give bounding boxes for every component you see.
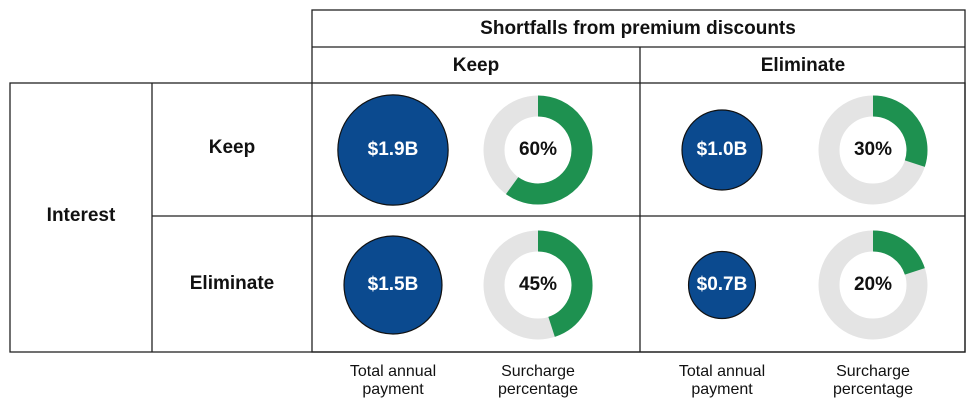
row-label: Keep (209, 137, 255, 158)
payment-bubble (681, 109, 763, 191)
column-label: Keep (453, 55, 499, 76)
donut-arc (872, 230, 925, 276)
column-header: Shortfalls from premium discounts (480, 18, 796, 39)
donut-arc (537, 230, 593, 337)
surcharge-label: 30% (854, 139, 892, 160)
surcharge-label: 60% (519, 139, 557, 160)
payment-bubble (687, 250, 757, 320)
payment-label: $1.5B (368, 274, 419, 295)
body-frame (9, 82, 966, 353)
payment-label: $1.9B (368, 139, 419, 160)
footer-label: Total annual payment (349, 363, 437, 398)
payment-label: $1.0B (697, 139, 748, 160)
donut-arc (872, 95, 928, 167)
row-header: Interest (47, 205, 116, 226)
donut-arc (505, 95, 593, 205)
footer-label: Surcharge percentage (832, 363, 914, 398)
footer-label: Total annual payment (678, 363, 766, 398)
surcharge-label: 20% (854, 274, 892, 295)
payment-bubble (337, 94, 449, 206)
column-label: Eliminate (761, 55, 845, 76)
footer-label: Surcharge percentage (497, 363, 579, 398)
surcharge-label: 45% (519, 274, 557, 295)
row-label: Eliminate (190, 273, 274, 294)
payment-label: $0.7B (697, 274, 748, 295)
payment-bubble (343, 235, 443, 335)
